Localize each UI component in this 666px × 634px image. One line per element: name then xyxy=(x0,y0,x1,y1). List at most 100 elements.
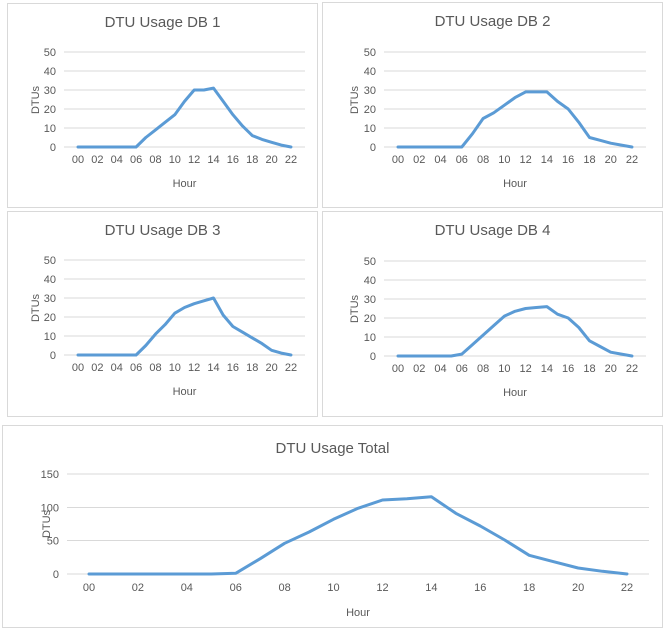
svg-text:16: 16 xyxy=(227,362,239,374)
svg-text:12: 12 xyxy=(376,582,388,594)
svg-text:30: 30 xyxy=(44,85,56,97)
svg-text:06: 06 xyxy=(130,362,142,374)
svg-text:10: 10 xyxy=(44,123,56,135)
chart-title-db4: DTU Usage DB 4 xyxy=(434,222,551,239)
svg-text:16: 16 xyxy=(227,154,239,166)
svg-text:40: 40 xyxy=(44,274,56,286)
db4-y-axis-title: DTUs xyxy=(349,294,361,323)
svg-text:22: 22 xyxy=(285,362,297,374)
svg-text:0: 0 xyxy=(50,350,56,362)
svg-text:14: 14 xyxy=(541,363,553,375)
svg-text:12: 12 xyxy=(188,154,200,166)
svg-text:12: 12 xyxy=(188,362,200,374)
db1-x-axis-title: Hour xyxy=(172,178,197,190)
svg-text:20: 20 xyxy=(605,363,617,375)
svg-text:30: 30 xyxy=(44,293,56,305)
db1-y-axis-title: DTUs xyxy=(30,85,42,114)
db4-plot-area: 0 10 20 30 40 50 00 02 04 06 08 10 12 14 16 18 20 22 xyxy=(364,256,646,375)
svg-text:50: 50 xyxy=(364,47,376,59)
chart-title-db1: DTU Usage DB 1 xyxy=(104,14,221,31)
svg-text:14: 14 xyxy=(207,362,219,374)
svg-text:0: 0 xyxy=(53,569,59,581)
svg-text:12: 12 xyxy=(520,363,532,375)
svg-text:12: 12 xyxy=(520,154,532,166)
svg-text:10: 10 xyxy=(169,154,181,166)
svg-text:30: 30 xyxy=(364,294,376,306)
svg-text:22: 22 xyxy=(626,363,638,375)
svg-text:04: 04 xyxy=(111,362,123,374)
chart-panel-db1: 0 10 20 30 40 50 00 02 04 06 08 10 12 14 16 18 20 22 DTU … xyxy=(7,3,318,208)
svg-text:18: 18 xyxy=(246,362,258,374)
svg-text:02: 02 xyxy=(91,154,103,166)
svg-text:10: 10 xyxy=(498,363,510,375)
chart-panel-db4: 0 10 20 30 40 50 00 02 04 06 08 10 12 14 16 18 20 22 DTU … xyxy=(322,211,663,417)
db2-plot-area: 0 10 20 30 40 50 00 02 04 06 08 10 12 14 16 18 20 22 xyxy=(364,47,646,166)
chart-title-db3: DTU Usage DB 3 xyxy=(104,222,221,239)
total-x-axis-title: Hour xyxy=(346,607,370,619)
svg-text:10: 10 xyxy=(44,331,56,343)
svg-text:00: 00 xyxy=(72,362,84,374)
svg-text:20: 20 xyxy=(266,154,278,166)
svg-text:50: 50 xyxy=(47,536,59,548)
db3-plot-area: 0 10 20 30 40 50 00 02 04 06 08 10 12 14 16 18 20 22 xyxy=(44,255,305,374)
db2-x-axis-title: Hour xyxy=(503,178,527,190)
svg-text:02: 02 xyxy=(91,362,103,374)
svg-text:02: 02 xyxy=(413,363,425,375)
svg-text:10: 10 xyxy=(327,582,339,594)
svg-text:18: 18 xyxy=(523,582,535,594)
svg-text:150: 150 xyxy=(41,469,59,481)
svg-text:00: 00 xyxy=(392,154,404,166)
svg-text:06: 06 xyxy=(456,154,468,166)
svg-text:50: 50 xyxy=(44,47,56,59)
svg-text:16: 16 xyxy=(562,363,574,375)
svg-text:02: 02 xyxy=(132,582,144,594)
svg-text:20: 20 xyxy=(364,313,376,325)
db3-x-axis-title: Hour xyxy=(172,386,197,398)
svg-text:22: 22 xyxy=(626,154,638,166)
svg-text:22: 22 xyxy=(621,582,633,594)
db2-y-axis-title: DTUs xyxy=(349,85,361,114)
svg-text:40: 40 xyxy=(44,66,56,78)
svg-text:18: 18 xyxy=(583,154,595,166)
svg-text:06: 06 xyxy=(130,154,142,166)
svg-text:50: 50 xyxy=(44,255,56,267)
svg-text:100: 100 xyxy=(41,502,59,514)
svg-text:04: 04 xyxy=(434,154,446,166)
svg-text:10: 10 xyxy=(169,362,181,374)
chart-title-total: DTU Usage Total xyxy=(275,440,390,457)
svg-text:0: 0 xyxy=(50,142,56,154)
svg-text:50: 50 xyxy=(364,256,376,268)
db4-x-axis-title: Hour xyxy=(503,387,527,399)
svg-text:20: 20 xyxy=(364,104,376,116)
svg-text:16: 16 xyxy=(474,582,486,594)
svg-text:04: 04 xyxy=(111,154,123,166)
svg-text:0: 0 xyxy=(370,351,376,363)
svg-text:10: 10 xyxy=(364,123,376,135)
svg-text:20: 20 xyxy=(44,104,56,116)
svg-text:22: 22 xyxy=(285,154,297,166)
svg-text:00: 00 xyxy=(392,363,404,375)
svg-text:16: 16 xyxy=(562,154,574,166)
svg-text:20: 20 xyxy=(44,312,56,324)
svg-text:04: 04 xyxy=(181,582,193,594)
svg-text:08: 08 xyxy=(477,154,489,166)
svg-text:40: 40 xyxy=(364,66,376,78)
svg-text:00: 00 xyxy=(72,154,84,166)
svg-text:08: 08 xyxy=(149,362,161,374)
svg-text:08: 08 xyxy=(477,363,489,375)
svg-text:06: 06 xyxy=(230,582,242,594)
svg-text:18: 18 xyxy=(246,154,258,166)
svg-text:40: 40 xyxy=(364,275,376,287)
svg-text:30: 30 xyxy=(364,85,376,97)
svg-text:14: 14 xyxy=(425,582,437,594)
svg-text:20: 20 xyxy=(605,154,617,166)
chart-panel-db3: 0 10 20 30 40 50 00 02 04 06 08 10 12 14 16 18 20 22 DTU … xyxy=(7,211,318,417)
svg-text:04: 04 xyxy=(434,363,446,375)
svg-text:0: 0 xyxy=(370,142,376,154)
svg-text:10: 10 xyxy=(498,154,510,166)
chart-panel-db2: 0 10 20 30 40 50 00 02 04 06 08 10 12 14 16 18 20 22 DTU … xyxy=(322,2,663,208)
total-y-axis-title: DTUs xyxy=(41,509,53,539)
svg-text:14: 14 xyxy=(541,154,553,166)
svg-text:02: 02 xyxy=(413,154,425,166)
svg-text:20: 20 xyxy=(572,582,584,594)
